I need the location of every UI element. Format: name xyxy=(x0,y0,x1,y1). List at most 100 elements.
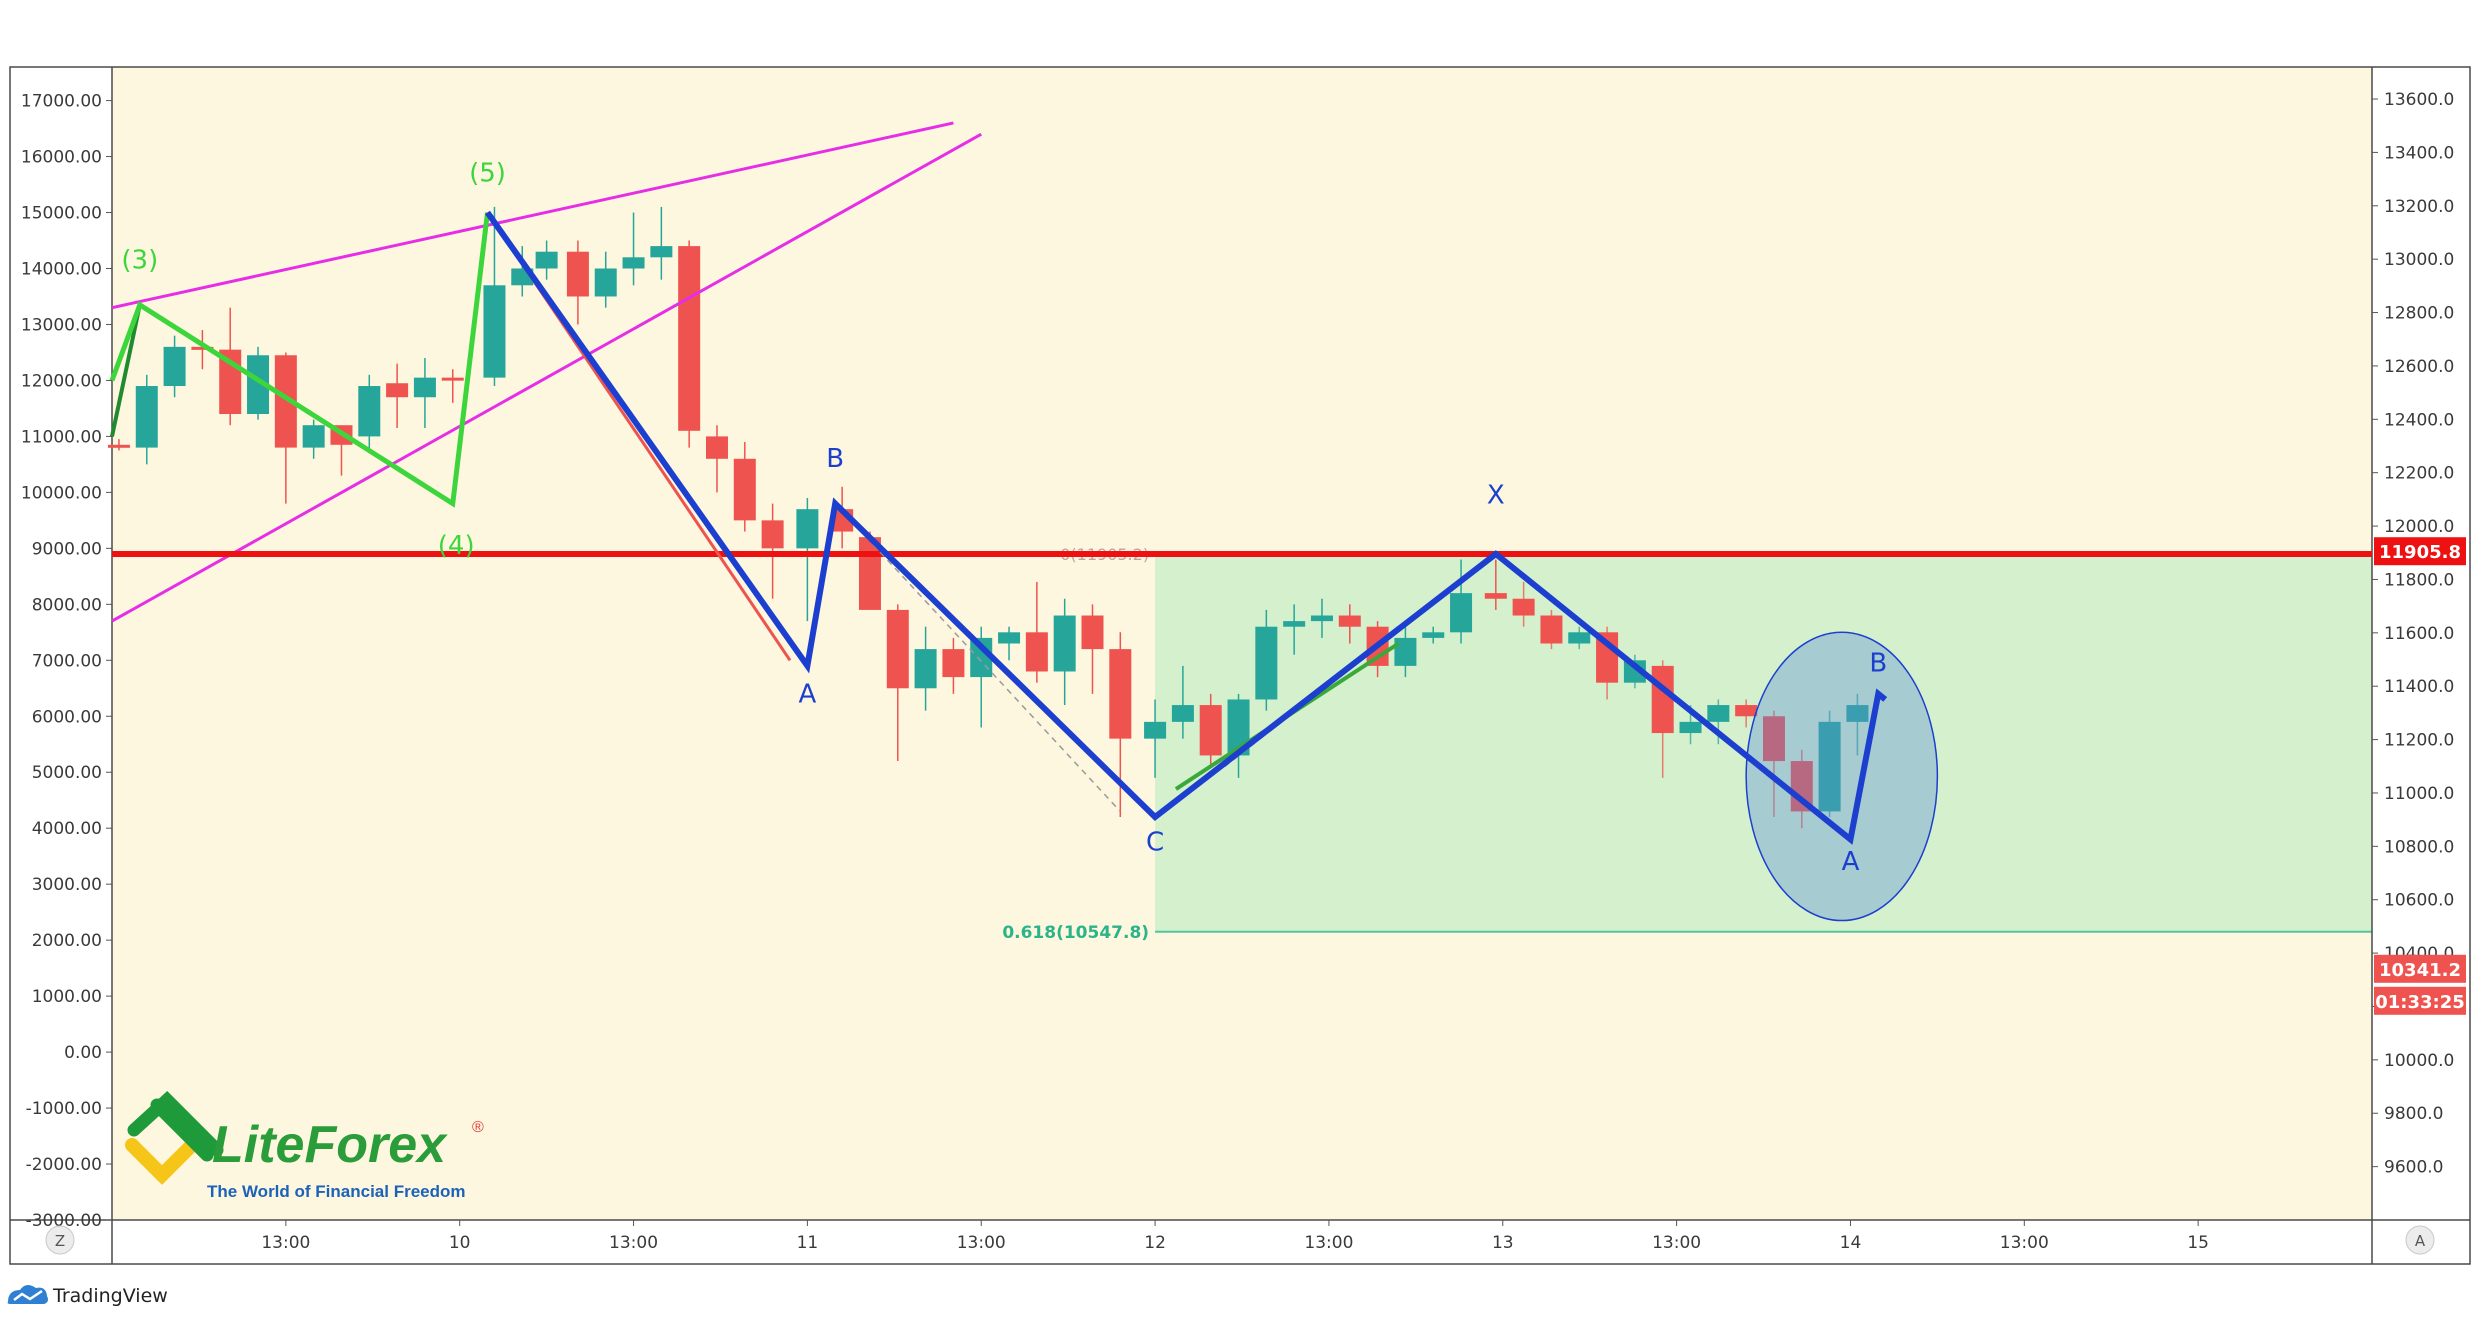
right-tick-label: 11800.0 xyxy=(2384,570,2454,590)
candle-body xyxy=(678,246,701,431)
left-tick-label: 6000.00 xyxy=(32,707,102,727)
countdown-label: 01:33:25 xyxy=(2375,992,2465,1013)
scale-button-right[interactable]: A xyxy=(2405,1225,2435,1255)
candle-body xyxy=(107,444,130,448)
candle-body xyxy=(1679,721,1702,734)
candle-body xyxy=(566,251,589,297)
left-tick-label: 4000.00 xyxy=(32,819,102,839)
candle-body xyxy=(761,520,784,549)
candle-body xyxy=(1540,615,1563,644)
time-tick-label: 12 xyxy=(1144,1233,1166,1253)
candle-body xyxy=(1818,721,1841,812)
level-price-tag-box xyxy=(2374,537,2466,566)
left-tick-label: 5000.00 xyxy=(32,763,102,783)
wave-label-C: C xyxy=(1146,828,1164,858)
last-price-tag: 10341.2 xyxy=(2379,960,2461,981)
candle-body xyxy=(1623,660,1646,683)
candle-body xyxy=(1310,615,1333,622)
right-tick-label: 11400.0 xyxy=(2384,677,2454,697)
candle-body xyxy=(1846,705,1869,722)
time-tick-label: 15 xyxy=(2187,1233,2209,1253)
outer-frame xyxy=(9,66,2471,1265)
wave-label-5: (5) xyxy=(469,159,506,189)
left-tick-label: 11000.00 xyxy=(21,427,102,447)
candle-body xyxy=(247,355,270,415)
right-tick-label: 13000.0 xyxy=(2384,250,2454,270)
right-tick-label: 13600.0 xyxy=(2384,90,2454,110)
candle-body xyxy=(1283,621,1306,627)
right-tick-label: 11000.0 xyxy=(2384,784,2454,804)
wave-labels: (3) (5) (4) A B C X A B xyxy=(121,159,1887,877)
candle-body xyxy=(135,386,158,448)
wave-label-B: B xyxy=(826,444,844,474)
time-tick-label: 11 xyxy=(797,1233,819,1253)
candle-body xyxy=(650,246,673,258)
correction-wave-line xyxy=(485,210,1888,845)
scale-button-left[interactable]: Z xyxy=(45,1225,75,1255)
candle-body xyxy=(1422,632,1445,638)
pattern-lines xyxy=(109,121,2372,922)
logo-mark-icon xyxy=(125,1133,204,1185)
right-tick-label: 9800.0 xyxy=(2384,1104,2443,1124)
left-tick-label: 12000.00 xyxy=(21,371,102,391)
right-tick-label: 12600.0 xyxy=(2384,357,2454,377)
candle-body xyxy=(1227,699,1250,756)
right-tick-label: 10800.0 xyxy=(2384,837,2454,857)
right-tick-label: 9600.0 xyxy=(2384,1158,2443,1178)
candle-body xyxy=(1338,615,1361,627)
wave-label-A: A xyxy=(1842,847,1860,877)
logo-tagline: The World of Financial Freedom xyxy=(207,1182,466,1201)
candle-body xyxy=(622,257,645,269)
candle-body xyxy=(358,386,381,437)
footer-brand: TradingView xyxy=(52,1285,168,1307)
candle-body xyxy=(796,509,819,549)
candle-body xyxy=(274,355,297,448)
candle-body xyxy=(1651,665,1674,734)
candle-body xyxy=(302,425,325,448)
candle-body xyxy=(535,251,558,269)
wave-line-dark xyxy=(110,304,142,437)
left-tick-label: 13000.00 xyxy=(21,315,102,335)
left-tick-label: -3000.00 xyxy=(26,1211,102,1231)
wave-label-B: B xyxy=(1869,648,1887,678)
left-tick-label: 9000.00 xyxy=(32,539,102,559)
candle-body xyxy=(483,285,506,378)
candle-body xyxy=(594,268,617,297)
right-tick-label: 13200.0 xyxy=(2384,197,2454,217)
candle-body xyxy=(1707,705,1730,722)
time-tick-label: 13:00 xyxy=(609,1233,658,1253)
right-tick-label: 11600.0 xyxy=(2384,624,2454,644)
tradingview-footer[interactable]: TradingView xyxy=(7,1284,168,1307)
candle-body xyxy=(1025,632,1048,672)
left-tick-label: 3000.00 xyxy=(32,875,102,895)
tradingview-chart-icon xyxy=(13,1289,43,1301)
time-tick-label: 13:00 xyxy=(1304,1233,1353,1253)
wave-label-3: (3) xyxy=(121,245,158,275)
liteforex-logo: LiteForex ® The World of Financial Freed… xyxy=(125,1091,484,1201)
candle-body xyxy=(886,609,909,689)
right-tick-label: 10000.0 xyxy=(2384,1051,2454,1071)
candle-body xyxy=(1144,721,1167,739)
right-tick-label: 10600.0 xyxy=(2384,891,2454,911)
axes: 17000.0016000.0015000.0014000.0013000.00… xyxy=(21,90,2466,1253)
candle-body xyxy=(191,346,214,350)
left-tick-label: -2000.00 xyxy=(26,1155,102,1175)
candle-body xyxy=(1762,716,1785,762)
right-tick-label: 12400.0 xyxy=(2384,410,2454,430)
left-tick-label: 15000.00 xyxy=(21,204,102,224)
left-tick-label: 14000.00 xyxy=(21,259,102,279)
candle-body xyxy=(1199,705,1222,756)
candle-body xyxy=(386,383,409,398)
countdown-box xyxy=(2374,986,2466,1015)
time-tick-label: 13:00 xyxy=(957,1233,1006,1253)
candle-body xyxy=(914,649,937,689)
highlight-ellipse xyxy=(1745,631,1939,922)
fib-bottom-label: 0.618(10547.8) xyxy=(1002,923,1149,943)
candle-body xyxy=(1735,705,1758,717)
left-tick-label: -1000.00 xyxy=(26,1099,102,1119)
left-tick-label: 2000.00 xyxy=(32,931,102,951)
time-tick-label: 13 xyxy=(1492,1233,1514,1253)
candle-body xyxy=(1171,705,1194,722)
left-tick-label: 0.00 xyxy=(64,1043,102,1063)
